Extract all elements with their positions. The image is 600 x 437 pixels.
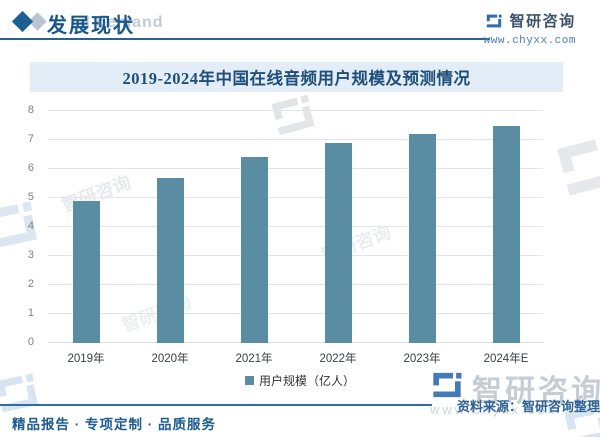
x-axis-labels: 2019年 2020年 2021年 2022年 2023年 2024年E <box>0 350 600 366</box>
chart-title: 2019-2024年中国在线音频用户规模及预测情况 <box>122 69 471 88</box>
x-tick-label: 2021年 <box>235 353 273 365</box>
gridline <box>48 284 543 285</box>
section-marker-diamond-icon <box>11 10 52 33</box>
gridline <box>48 226 543 227</box>
plot-area <box>48 110 543 343</box>
y-tick-label: 6 <box>27 162 34 174</box>
bar <box>156 177 184 343</box>
brand-name: 智研咨询 <box>509 13 576 30</box>
x-tick-label: 2024年E <box>483 353 529 365</box>
header-watermark-text: d demand <box>80 14 164 31</box>
gridline <box>48 255 543 256</box>
bar <box>72 200 100 343</box>
brand-watermark-url: www.chyxx.com <box>430 402 562 417</box>
bar <box>324 142 352 343</box>
brand-logo-icon <box>428 366 466 404</box>
y-axis-labels: 0 1 2 3 4 5 6 7 8 <box>0 104 40 348</box>
bar <box>492 125 520 343</box>
bar <box>240 157 268 343</box>
x-tick-label: 2020年 <box>151 353 189 365</box>
gridline <box>48 197 543 198</box>
legend-swatch <box>244 376 254 385</box>
footer-slogan: 精品报告 · 专项定制 · 品质服务 <box>12 417 216 432</box>
y-tick-label: 4 <box>27 220 34 232</box>
x-tick-label: 2023年 <box>403 353 441 365</box>
y-tick-label: 8 <box>27 104 34 116</box>
gridline <box>48 110 543 111</box>
bar <box>408 134 436 343</box>
y-tick-label: 0 <box>27 336 34 348</box>
chart-title-banner: 2019-2024年中国在线音频用户规模及预测情况 <box>30 62 563 92</box>
legend-label: 用户规模（亿人） <box>258 374 355 388</box>
chart-legend: 用户规模（亿人） <box>0 372 600 389</box>
gridline <box>48 168 543 169</box>
brand-logo-watermark-icon <box>544 120 600 212</box>
y-tick-label: 1 <box>27 307 34 319</box>
diamond-icon <box>11 10 34 33</box>
gridline <box>48 342 543 343</box>
x-tick-label: 2022年 <box>319 353 357 365</box>
x-tick-label: 2019年 <box>67 353 105 365</box>
data-source: 资料来源：智研咨询整理 <box>457 399 600 414</box>
brand-logo-icon <box>484 11 504 31</box>
y-tick-label: 7 <box>27 133 34 145</box>
y-tick-label: 3 <box>27 249 34 261</box>
source-divider <box>0 404 432 406</box>
brand-watermark-text: 智研咨询 <box>472 375 600 408</box>
gridline <box>48 139 543 140</box>
section-title: 发展现状 <box>47 15 135 37</box>
y-tick-label: 2 <box>27 278 34 290</box>
brand-block: 智研咨询 www.chyxx.com <box>484 10 576 47</box>
brand-website[interactable]: www.chyxx.com <box>483 35 576 47</box>
brand-logo-watermark-icon <box>262 84 323 145</box>
brand-logo-watermark-icon <box>0 189 48 260</box>
header-divider <box>0 38 490 40</box>
gridline <box>48 313 543 314</box>
brand-logo-watermark-icon <box>555 393 600 437</box>
y-tick-label: 5 <box>27 191 34 203</box>
